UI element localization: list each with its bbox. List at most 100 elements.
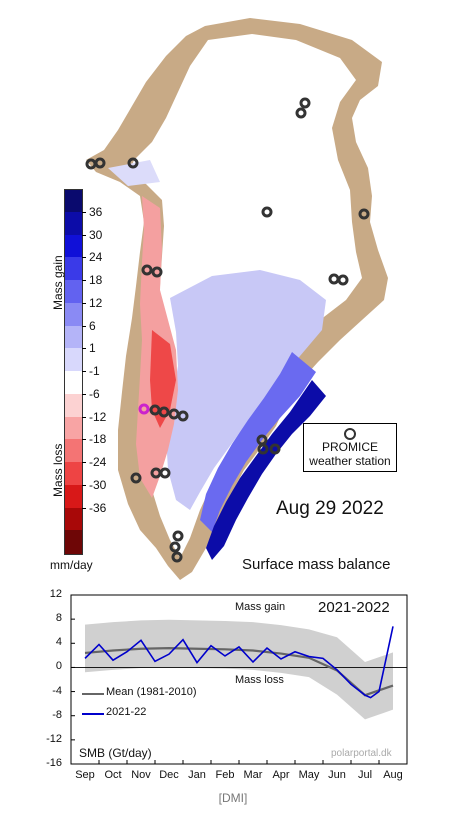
colorbar-tick-label: 36 <box>89 204 103 219</box>
colorbar-tick-label: -36 <box>89 500 107 515</box>
x-tick-label: May <box>298 769 320 781</box>
station-marker <box>295 107 307 119</box>
colorbar-gain-label: Mass gain <box>51 255 65 310</box>
deep-red-zone <box>150 330 176 428</box>
colorbar-tick-mark <box>82 462 86 463</box>
colorbar-tick-label: 30 <box>89 227 103 242</box>
station-marker <box>159 467 171 479</box>
y-tick-label: -4 <box>52 684 62 697</box>
colorbar-swatch <box>65 462 82 486</box>
y-tick-label: 8 <box>55 612 62 625</box>
colorbar-swatch <box>65 416 82 440</box>
x-tick-label: Nov <box>131 769 151 781</box>
colorbar-swatch <box>65 189 82 213</box>
colorbar-swatch <box>65 280 82 304</box>
colorbar-tick-label: 12 <box>89 295 103 310</box>
legend-current-label: 2021-22 <box>106 706 147 718</box>
timeseries-gain-label: Mass gain <box>235 601 286 613</box>
colorbar-tick-label: -6 <box>89 386 100 401</box>
timeseries-ylabel: SMB (Gt/day) <box>79 746 152 760</box>
timeseries-loss-label: Mass loss <box>235 674 284 686</box>
x-tick-label: Jun <box>328 769 346 781</box>
station-marker <box>257 443 269 455</box>
station-marker <box>151 266 163 278</box>
range-envelope <box>85 619 393 720</box>
colorbar-swatch <box>65 393 82 417</box>
colorbar-tick-label: -30 <box>89 477 107 492</box>
x-tick-label: Jan <box>188 769 206 781</box>
x-tick-label: Mar <box>243 769 263 781</box>
light-blue-zone <box>166 270 326 510</box>
station-marker <box>261 206 273 218</box>
y-tick-label: -8 <box>52 708 62 721</box>
colorbar-swatch <box>65 302 82 326</box>
station-marker-highlight <box>138 403 150 415</box>
colorbar-swatch <box>65 211 82 235</box>
colorbar-tick-label: 6 <box>89 318 96 333</box>
station-marker <box>177 410 189 422</box>
greenland-map <box>85 18 388 580</box>
colorbar-unit: mm/day <box>50 558 93 572</box>
y-tick-label: 0 <box>55 660 62 673</box>
x-tick-label: Feb <box>215 769 235 781</box>
colorbar-tick-mark <box>82 393 86 395</box>
map-title: Surface mass balance <box>242 556 391 573</box>
colorbar-swatch <box>65 439 82 463</box>
x-tick-label: Dec <box>159 769 179 781</box>
station-legend: PROMICE weather station <box>303 423 397 472</box>
colorbar-swatch <box>65 371 82 395</box>
light-blue-north <box>108 160 160 186</box>
colorbar-tick-label: -18 <box>89 432 107 447</box>
footer-source: [DMI] <box>218 791 248 805</box>
colorbar-swatch <box>65 325 82 349</box>
colorbar-tick-mark <box>82 280 86 281</box>
colorbar-tick-mark <box>82 325 86 327</box>
colorbar-swatch <box>65 234 82 258</box>
colorbar-tick-mark <box>82 348 86 350</box>
series-lines <box>84 626 394 699</box>
range-envelope-area <box>85 619 393 720</box>
station-marker <box>171 551 183 563</box>
station-marker <box>169 541 181 553</box>
y-tick-label: -16 <box>46 757 62 769</box>
colorbar-swatch <box>65 257 82 281</box>
colorbar-tick-label: -24 <box>89 455 107 469</box>
x-tick-label: Apr <box>272 769 290 781</box>
colorbar-tick-mark <box>82 484 86 486</box>
colorbar-swatch <box>65 507 82 531</box>
colorbar-tick-mark <box>82 371 86 372</box>
colorbar-tick-label: 1 <box>89 341 96 356</box>
station-marker <box>94 157 106 169</box>
colorbar-swatch <box>65 348 82 372</box>
colorbar-tick-mark <box>82 507 86 509</box>
station-marker <box>337 274 349 286</box>
axis-ticks <box>70 594 380 765</box>
y-tick-label: 12 <box>49 588 62 600</box>
colorbar-tick-label: -12 <box>89 409 107 424</box>
colorbar-loss-label: Mass loss <box>51 443 65 497</box>
station-marker <box>358 208 370 220</box>
colorbar-frame <box>64 189 83 555</box>
station-marker <box>172 530 184 542</box>
timeseries-title: 2021-2022 <box>318 599 390 616</box>
station-marker <box>269 443 281 455</box>
credit-text: polarportal.dk <box>331 748 392 759</box>
legend-current-swatch <box>82 713 104 715</box>
station-marker <box>130 472 142 484</box>
map-date: Aug 29 2022 <box>276 498 384 519</box>
station-markers <box>85 97 370 563</box>
colorbar-tick-mark <box>82 211 86 213</box>
station-marker <box>127 157 139 169</box>
colorbar-tick-mark <box>82 416 86 418</box>
legend-mean-label: Mean (1981-2010) <box>106 686 197 698</box>
colorbar-tick-mark <box>82 234 86 236</box>
y-tick-label: -12 <box>46 732 62 745</box>
current-series-line <box>84 626 394 699</box>
smb-timeseries-chart <box>70 594 408 765</box>
station-legend-line2: weather station <box>309 454 391 468</box>
colorbar-tick-mark <box>82 257 86 259</box>
colorbar-tick-mark <box>82 302 86 304</box>
station-legend-icon <box>344 428 356 440</box>
colorbar-tick-label: -1 <box>89 364 100 378</box>
station-marker <box>299 97 311 109</box>
